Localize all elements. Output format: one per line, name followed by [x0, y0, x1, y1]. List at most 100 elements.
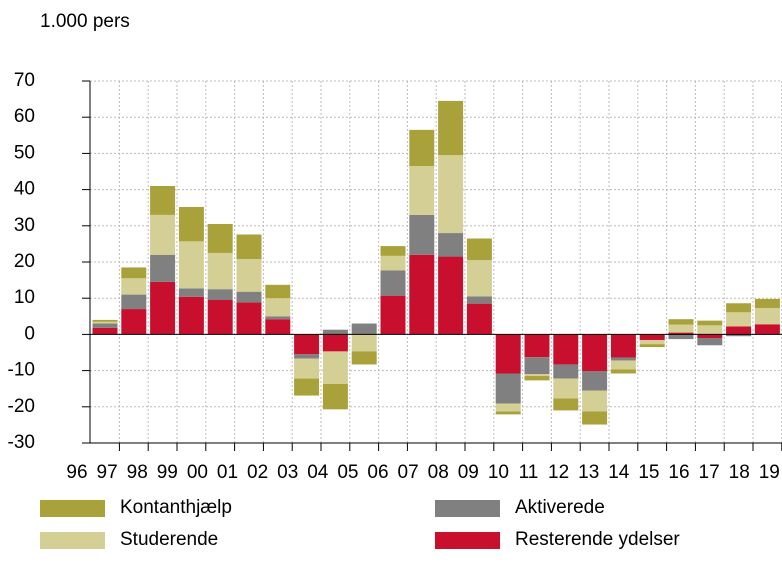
x-tick-label: 19 [759, 462, 780, 483]
bar-segment [726, 312, 752, 327]
bar-segment [524, 374, 550, 377]
bar-segment [121, 294, 147, 310]
x-tick-label: 00 [187, 462, 208, 483]
x-tick-label: 05 [337, 462, 358, 483]
legend-label: Studerende [120, 529, 218, 550]
bar-segment [236, 234, 262, 260]
bar-segment [265, 319, 291, 335]
bar-segment [495, 411, 521, 415]
bar-segment [236, 291, 262, 303]
x-tick-label: 08 [428, 462, 449, 483]
legend-label: Kontanthjælp [120, 497, 232, 518]
bar-segment [553, 364, 579, 379]
x-tick-label: 04 [307, 462, 329, 483]
y-tick-label: -20 [8, 396, 35, 417]
bar-segment [726, 303, 752, 313]
bar-segment [582, 390, 608, 412]
y-tick-label: 30 [14, 215, 35, 236]
y-tick-label: -10 [8, 360, 35, 381]
bar-segment [409, 254, 435, 335]
bar-segment [92, 323, 118, 328]
legend-label: Aktiverede [515, 497, 605, 518]
x-tick-label: 17 [699, 462, 720, 483]
bar-segment [582, 334, 608, 372]
bar-segment [668, 319, 694, 325]
x-tick-label: 15 [638, 462, 659, 483]
legend-swatch [40, 532, 105, 549]
bar-segment [294, 334, 320, 355]
y-tick-label: 60 [14, 106, 35, 127]
x-tick-label: 13 [578, 462, 599, 483]
bar-segment [438, 155, 464, 234]
bar-segment [150, 185, 176, 215]
bar-segment [351, 323, 377, 335]
bar-segment [726, 326, 752, 335]
bar-segment [92, 327, 118, 335]
x-tick-label: 10 [488, 462, 509, 483]
bar-segment [207, 252, 233, 290]
x-tick-label: 97 [97, 462, 118, 483]
bar-segment [610, 334, 636, 358]
bar-segment [322, 329, 348, 335]
bar-segment [466, 296, 492, 304]
bar-segment [668, 332, 694, 335]
bar-segment [150, 254, 176, 282]
bar-segment [726, 334, 752, 337]
bar-segment [754, 324, 780, 335]
bar-segment [668, 324, 694, 333]
bar-segment [380, 270, 406, 296]
bar-segment [610, 357, 636, 361]
y-tick-label: 70 [14, 70, 35, 91]
bar-segment [294, 354, 320, 359]
bar-segment [236, 259, 262, 292]
x-tick-label: 14 [608, 462, 630, 483]
x-tick-label: 98 [127, 462, 148, 483]
bar-segment [380, 295, 406, 335]
x-tick-label: 06 [367, 462, 388, 483]
bar-segment [236, 302, 262, 335]
x-tick-label: 99 [157, 462, 178, 483]
bar-segment [610, 369, 636, 374]
bar-segment [207, 289, 233, 301]
y-tick-label: 40 [14, 179, 35, 200]
bar-segment [639, 334, 665, 341]
bar-segment [438, 256, 464, 335]
bar-segment [553, 334, 579, 365]
x-tick-label: 09 [458, 462, 479, 483]
legend-swatch [435, 500, 500, 517]
bar-segment [754, 307, 780, 325]
x-tick-label: 11 [519, 462, 539, 483]
bar-segment [697, 320, 723, 326]
bar-segment [178, 206, 204, 242]
bar-segment [351, 351, 377, 365]
x-tick-label: 12 [548, 462, 569, 483]
bar-segment [582, 411, 608, 425]
bar-segment [438, 100, 464, 156]
bar-segment [524, 334, 550, 358]
y-tick-label: 50 [14, 142, 35, 163]
bar-segment [409, 166, 435, 215]
bar-segment [150, 281, 176, 335]
x-tick-label: 02 [247, 462, 268, 483]
bar-segment [322, 334, 348, 352]
bar-segment [207, 223, 233, 253]
bar-segment [294, 358, 320, 379]
legend-swatch [40, 500, 105, 517]
bar-segment [582, 371, 608, 391]
bar-segment [668, 334, 694, 340]
bar-segment [121, 267, 147, 279]
bar-segment [438, 233, 464, 257]
y-tick-label: -30 [8, 432, 35, 453]
y-tick-label: 20 [14, 251, 35, 272]
bar-segment [92, 321, 118, 324]
bar-segment [380, 246, 406, 256]
y-axis-label: 1.000 pers [40, 11, 130, 32]
bar-segment [524, 357, 550, 375]
bar-segment [178, 296, 204, 335]
x-tick-label: 01 [217, 462, 238, 483]
bar-segment [697, 334, 723, 339]
bar-segment [639, 344, 665, 348]
y-tick-label: 0 [24, 323, 35, 344]
bar-segment [351, 334, 377, 352]
bar-segment [466, 260, 492, 297]
